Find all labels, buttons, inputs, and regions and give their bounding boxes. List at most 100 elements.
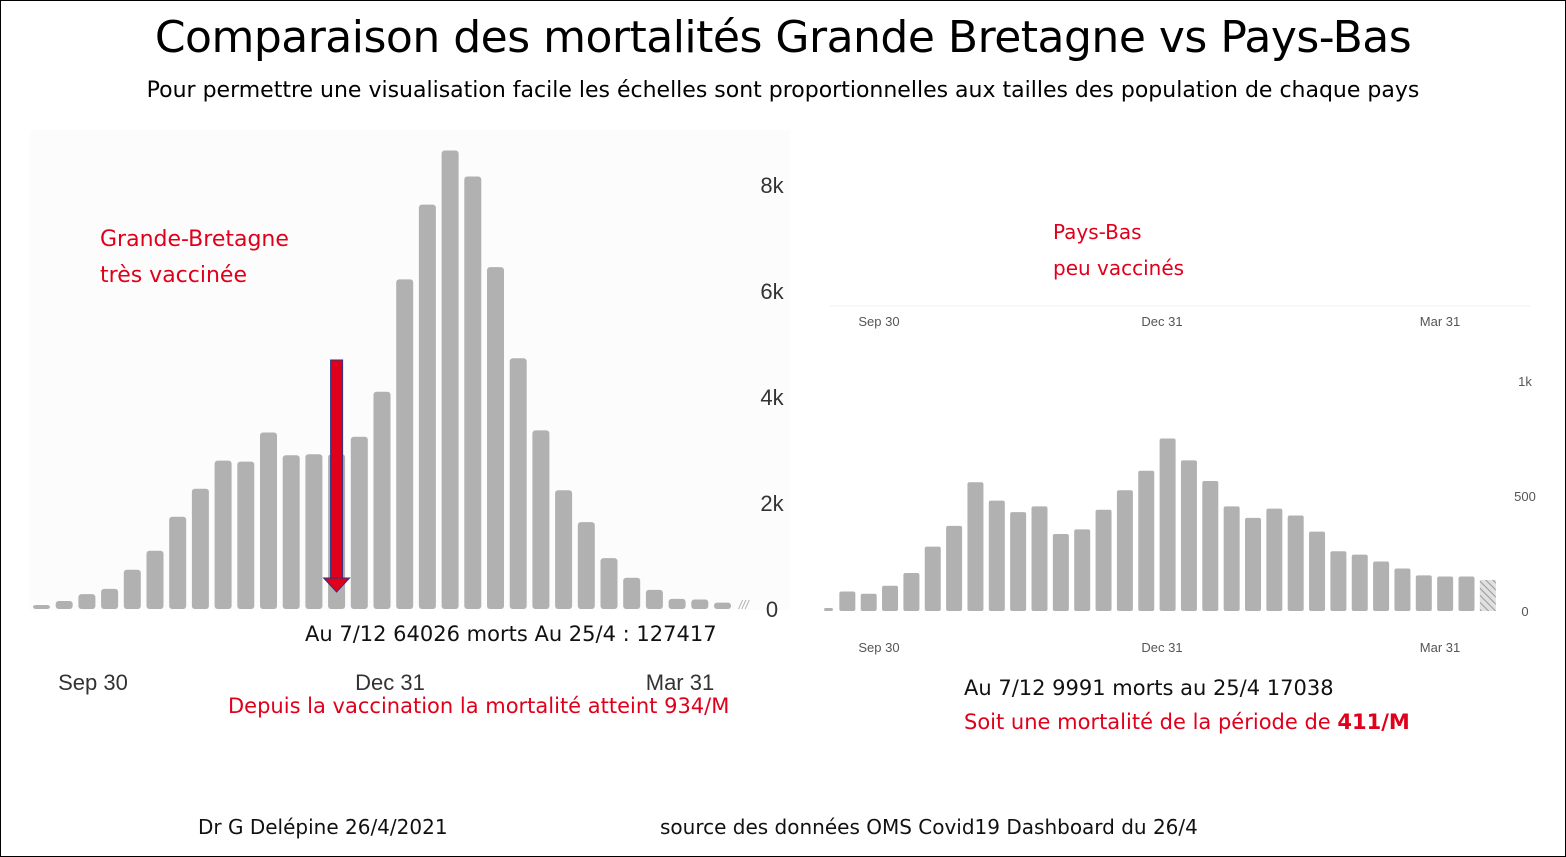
nl-x-tick-label: Sep 30 [858, 314, 899, 329]
nl-bar [1010, 512, 1027, 611]
gb-y-tick-label: 6k [760, 279, 784, 304]
gb-bar [169, 516, 187, 609]
nl-bar [924, 546, 941, 611]
gb-bar [623, 577, 641, 609]
nl-country-label: Pays-Bas peu vaccinés [1053, 214, 1184, 286]
nl-bar [1116, 490, 1133, 611]
gb-label-line2: très vaccinée [100, 263, 247, 288]
nl-bar [1309, 531, 1326, 611]
nl-y-tick-label: 0 [1521, 604, 1528, 619]
gb-bar [691, 599, 709, 609]
nl-bar [1437, 576, 1454, 611]
nl-bar [1074, 529, 1091, 611]
gb-bar [191, 488, 209, 609]
nl-bar [967, 482, 984, 611]
gb-bar [645, 589, 663, 609]
gb-bars: /// [33, 150, 751, 612]
gb-bar [214, 460, 232, 609]
nl-bar [1415, 575, 1432, 611]
nl-label-line2: peu vaccinés [1053, 256, 1185, 280]
gb-bar [396, 279, 414, 609]
gb-bar [509, 358, 527, 609]
gb-x-tick-label: Dec 31 [355, 670, 425, 695]
nl-x-tick-label: Mar 31 [1420, 314, 1460, 329]
nl-x-axis-top: Sep 30 Dec 31 Mar 31 [830, 305, 1530, 329]
gb-bar [305, 454, 323, 609]
nl-bar [1159, 438, 1176, 611]
gb-bar [441, 150, 459, 610]
nl-y-axis: 0 500 1k [1514, 374, 1536, 619]
slide-title: Comparaison des mortalités Grande Bretag… [154, 12, 1412, 63]
nl-bar [1052, 533, 1069, 611]
nl-bar [1095, 509, 1112, 611]
nl-x-tick-label: Dec 31 [1141, 314, 1182, 329]
gb-bar [33, 605, 50, 609]
nl-bar [882, 585, 899, 611]
nl-bar [1287, 515, 1304, 611]
nl-bar [1351, 554, 1368, 611]
gb-bar [418, 204, 436, 610]
nl-mortality-note: Soit une mortalité de la période de 411/… [964, 710, 1410, 734]
gb-x-tick-label: Sep 30 [58, 670, 128, 695]
gb-bar [55, 601, 73, 609]
gb-bar [555, 490, 573, 609]
gb-y-tick-label: 0 [766, 597, 778, 622]
nl-bar [1202, 481, 1219, 611]
vaccination-arrow-icon [322, 359, 351, 593]
gb-x-axis: Sep 30 Dec 31 Mar 31 [58, 670, 714, 695]
gb-partial-week-mark: /// [738, 598, 751, 612]
gb-y-tick-label: 4k [760, 385, 784, 410]
nl-bar [988, 500, 1005, 611]
gb-bar [668, 598, 686, 609]
nl-summary-text: Au 7/12 9991 morts au 25/4 17038 [964, 676, 1334, 700]
slide-subtitle: Pour permettre une visualisation facile … [146, 78, 1420, 103]
nl-y-tick-label: 1k [1518, 374, 1532, 389]
gb-bar [373, 391, 391, 609]
gb-bar [714, 602, 731, 609]
gb-bar [101, 588, 119, 609]
nl-bar [946, 525, 963, 611]
gb-chart: /// 0 2k 4k 6k 8k Sep 30 Dec 31 Mar 31 [30, 130, 790, 695]
nl-x-tick-label: Sep 30 [858, 640, 899, 655]
gb-bar [146, 550, 164, 609]
nl-x-axis-bottom: Sep 30 Dec 31 Mar 31 [858, 640, 1460, 655]
nl-bar [1245, 517, 1261, 611]
nl-bar [839, 591, 856, 611]
gb-bar [260, 432, 277, 609]
nl-partial-week-bar [1479, 579, 1496, 611]
gb-summary-text: Au 7/12 64026 morts Au 25/4 : 127417 [305, 622, 717, 646]
nl-bar [1394, 568, 1411, 611]
nl-y-tick-label: 500 [1514, 489, 1536, 504]
nl-bars [824, 438, 1496, 611]
nl-bar [1180, 460, 1197, 611]
gb-bar [577, 522, 595, 609]
gb-mortality-note: Depuis la vaccination la mortalité attei… [228, 694, 730, 718]
nl-note-prefix: Soit une mortalité de la période de [964, 710, 1338, 734]
nl-bar [1373, 561, 1390, 611]
nl-label-line1: Pays-Bas [1053, 220, 1142, 244]
nl-bar [1458, 576, 1475, 611]
nl-x-tick-label: Dec 31 [1141, 640, 1182, 655]
gb-country-label: Grande-Bretagne très vaccinée [100, 222, 289, 294]
nl-bar [824, 608, 833, 611]
gb-y-tick-label: 8k [760, 173, 784, 198]
nl-bar [903, 573, 920, 611]
gb-bar [282, 455, 300, 609]
gb-label-line1: Grande-Bretagne [100, 227, 289, 252]
nl-bar [1330, 551, 1347, 611]
gb-bar [350, 436, 368, 609]
nl-bar [1031, 506, 1048, 611]
nl-bar [1223, 506, 1240, 611]
gb-bar [532, 430, 550, 609]
gb-bar [123, 569, 141, 609]
gb-bar [464, 176, 482, 609]
gb-y-axis: 0 2k 4k 6k 8k [760, 173, 784, 622]
gb-bar [78, 594, 96, 609]
nl-bar [1266, 508, 1283, 611]
gb-bar [237, 461, 255, 609]
nl-x-tick-label: Mar 31 [1420, 640, 1460, 655]
gb-y-tick-label: 2k [760, 491, 784, 516]
footer-source: source des données OMS Covid19 Dashboard… [660, 815, 1198, 839]
footer-author: Dr G Delépine 26/4/2021 [198, 815, 448, 839]
nl-bar [1138, 470, 1155, 611]
